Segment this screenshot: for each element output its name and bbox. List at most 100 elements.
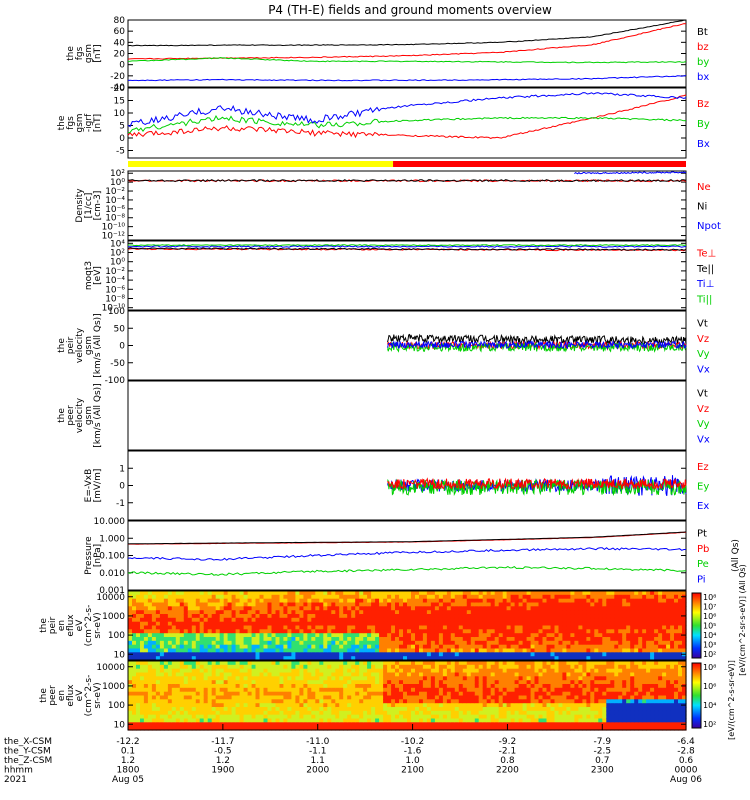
spectrogram-cell [227,617,233,623]
spectrogram-cell [470,722,476,727]
spectrogram-cell [319,640,324,646]
spectrogram-cell [175,621,181,627]
spectrogram-cell [379,661,384,666]
spectrogram-cell [219,614,225,619]
y-axis-label: [km/s (All Qs)] [93,313,103,377]
spectrogram-cell [243,594,249,600]
spectrogram-cell [582,726,587,731]
spectrogram-cell [287,703,292,708]
spectrogram-cell [403,699,408,704]
spectrogram-cell [323,710,328,716]
spectrogram-cell [470,617,476,623]
spectrogram-cell [622,714,627,720]
spectrogram-cell [239,614,245,619]
spectrogram-cell [458,629,464,634]
spectrogram-cell [430,695,436,700]
spectrogram-cell [534,668,540,674]
spectrogram-cell [478,680,484,685]
spectrogram-cell [187,691,193,697]
spectrogram-cell [151,684,157,689]
spectrogram-cell [494,640,500,646]
spectrogram-cell [422,661,428,666]
spectrogram-cell [140,648,145,653]
spectrogram-cell [211,614,217,619]
spectrogram-cell [558,644,564,650]
spectrogram-cell [351,699,356,704]
spectrogram-cell [542,633,548,638]
y-axis-label: moqt3 [84,261,94,290]
spectrogram-cell [626,594,631,600]
spectrogram-cell [490,633,496,638]
spectrogram-cell [574,703,579,708]
spectrogram-cell [391,594,396,600]
spectrogram-cell [478,598,484,604]
spectrogram-cell [219,648,225,653]
spectrogram-cell [295,656,300,661]
spectrogram-cell [454,680,460,685]
spectrogram-cell [470,629,476,634]
spectrogram-cell [514,680,520,685]
spectrogram-cell [140,629,145,634]
spectrogram-cell [678,652,683,657]
spectrogram-cell [227,621,233,627]
spectrogram-cell [191,594,197,600]
spectrogram-cell [630,614,635,619]
spectrogram-cell [546,699,552,704]
spectrogram-cell [574,710,579,716]
spectrogram-cell [323,687,328,693]
spectrogram-cell [395,602,400,607]
spectrogram-cell [295,691,300,697]
spectrogram-cell [215,722,221,727]
spectrogram-cell [426,602,432,607]
spectrogram-cell [510,714,516,720]
spectrogram-cell [490,722,496,727]
spectrogram-cell [299,652,304,657]
spectrogram-cell [494,707,500,712]
spectrogram-cell [383,710,388,716]
spectrogram-cell [175,710,181,716]
spectrogram-cell [618,718,623,723]
spectrogram-cell [434,640,440,646]
spectrogram-cell [407,640,412,646]
spectrogram-cell [530,606,536,611]
spectrogram-cell [279,664,285,670]
spectrogram-cell [283,594,288,600]
spectrogram-cell [442,703,448,708]
spectrogram-cell [203,672,209,677]
spectrogram-cell [542,625,548,630]
spectrogram-cell [187,695,193,700]
spectrogram-cell [502,718,508,723]
spectrogram-cell [618,726,623,731]
spectrogram-cell [419,695,424,700]
spectrogram-cell [598,617,603,623]
spectrogram-cell [498,625,504,630]
spectrogram-cell [403,591,408,596]
spectrogram-cell [295,610,300,615]
spectrogram-cell [470,640,476,646]
spectrogram-cell [140,610,145,615]
spectrogram-cell [179,699,185,704]
spectrogram-cell [622,621,627,627]
spectrogram-cell [606,625,611,630]
spectrogram-cell [558,703,564,708]
spectrogram-cell [638,606,643,611]
spectrogram-cell [582,668,587,674]
spectrogram-cell [411,614,416,619]
spectrogram-cell [315,707,320,712]
spectrogram-cell [283,699,288,704]
spectrogram-cell [171,625,177,630]
spectrogram-cell [211,664,217,670]
spectrogram-cell [474,625,480,630]
spectrogram-cell [422,718,428,723]
spectrogram-cell [522,648,528,653]
spectrogram-cell [319,661,324,666]
spectrogram-cell [271,602,277,607]
spectrogram-cell [235,691,241,697]
spectrogram-cell [207,610,213,615]
spectrogram-cell [474,699,480,704]
spectrogram-cell [470,691,476,697]
spectrogram-cell [387,602,392,607]
spectrogram-cell [662,648,667,653]
spectrogram-cell [502,598,508,604]
spectrogram-cell [259,664,265,670]
